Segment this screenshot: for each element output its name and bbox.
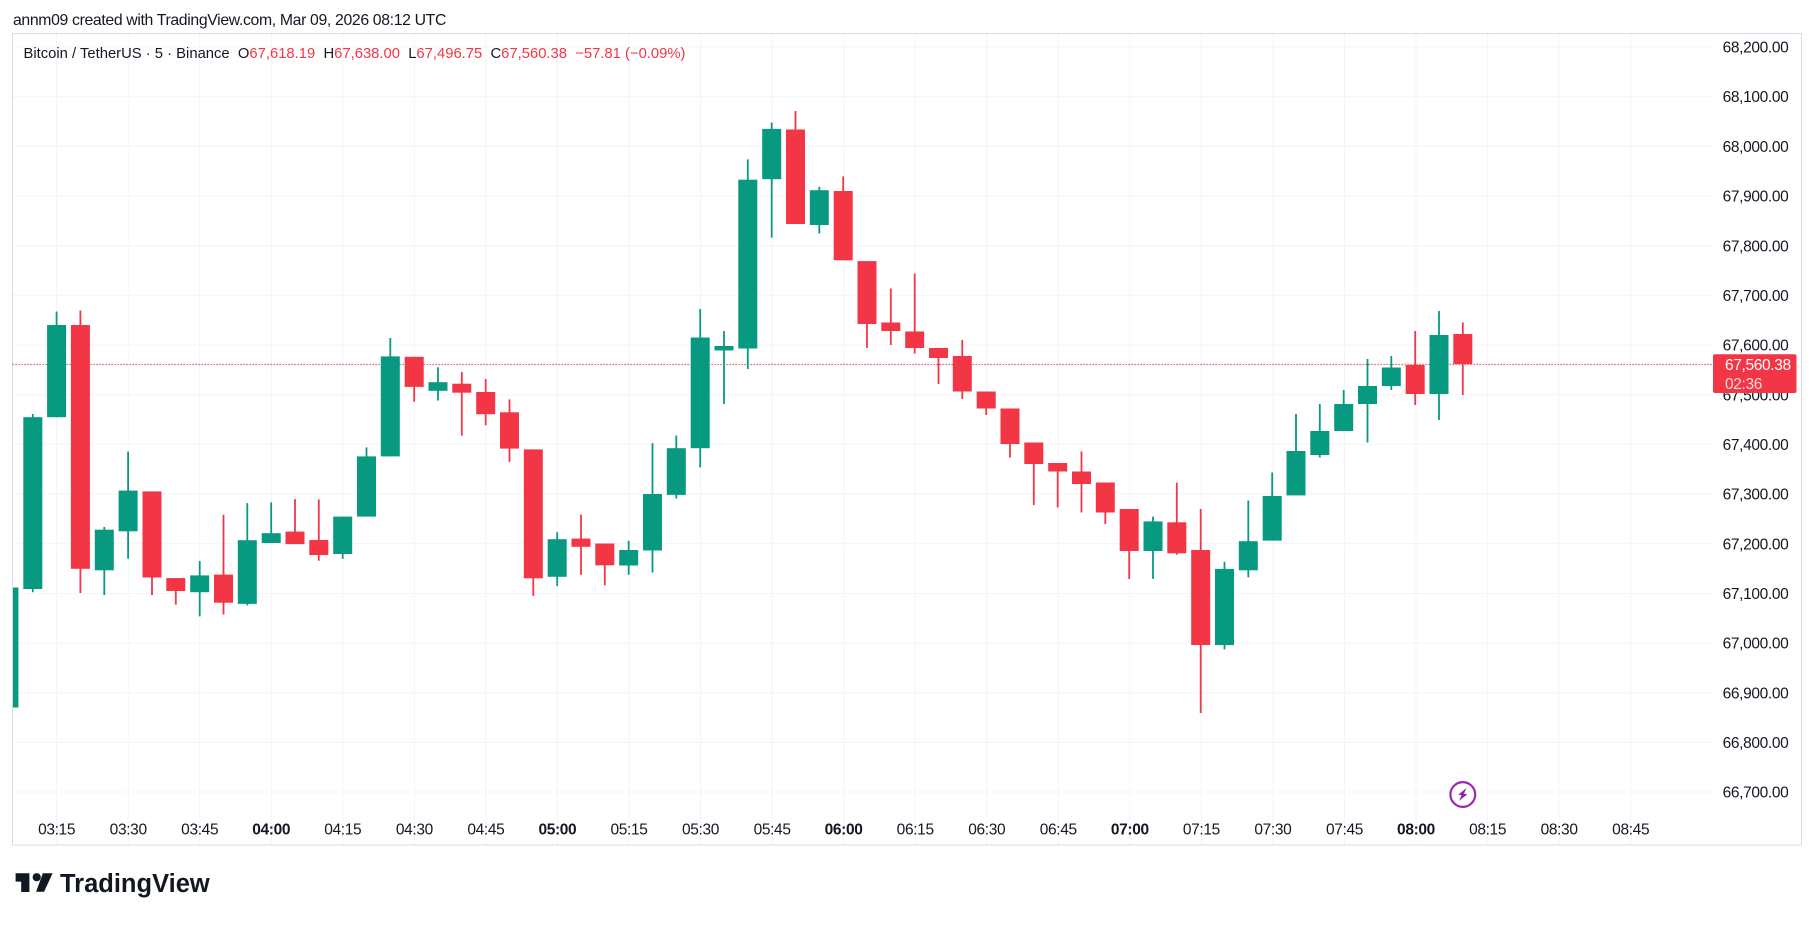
svg-text:04:00: 04:00 [252, 822, 290, 839]
svg-text:67,400.00: 67,400.00 [1723, 437, 1790, 454]
svg-text:67,000.00: 67,000.00 [1723, 636, 1790, 653]
svg-text:04:30: 04:30 [396, 822, 434, 839]
svg-text:08:15: 08:15 [1469, 822, 1506, 839]
svg-text:06:30: 06:30 [968, 822, 1006, 839]
svg-text:TradingView: TradingView [60, 870, 210, 898]
svg-text:08:30: 08:30 [1541, 822, 1579, 839]
svg-text:06:15: 06:15 [897, 822, 934, 839]
svg-text:68,000.00: 68,000.00 [1723, 139, 1790, 156]
svg-text:66,900.00: 66,900.00 [1723, 685, 1790, 702]
svg-text:07:45: 07:45 [1326, 822, 1363, 839]
svg-text:67,100.00: 67,100.00 [1723, 586, 1790, 603]
svg-text:03:15: 03:15 [38, 822, 75, 839]
svg-text:68,100.00: 68,100.00 [1723, 89, 1790, 106]
svg-text:67,600.00: 67,600.00 [1723, 338, 1790, 355]
svg-text:05:00: 05:00 [538, 822, 576, 839]
svg-text:68,200.00: 68,200.00 [1723, 40, 1790, 57]
svg-text:07:30: 07:30 [1254, 822, 1292, 839]
svg-text:66,700.00: 66,700.00 [1723, 785, 1790, 802]
svg-text:67,800.00: 67,800.00 [1723, 238, 1790, 255]
svg-text:06:45: 06:45 [1040, 822, 1077, 839]
svg-text:08:45: 08:45 [1612, 822, 1649, 839]
svg-text:04:15: 04:15 [324, 822, 361, 839]
svg-text:06:00: 06:00 [825, 822, 863, 839]
svg-text:66,800.00: 66,800.00 [1723, 735, 1790, 752]
svg-text:03:30: 03:30 [110, 822, 148, 839]
svg-text:05:45: 05:45 [754, 822, 791, 839]
svg-text:04:45: 04:45 [467, 822, 504, 839]
svg-text:05:15: 05:15 [610, 822, 647, 839]
svg-text:03:45: 03:45 [181, 822, 218, 839]
svg-text:67,560.38: 67,560.38 [1725, 357, 1791, 374]
svg-text:67,300.00: 67,300.00 [1723, 487, 1790, 504]
svg-text:02:36: 02:36 [1725, 376, 1762, 393]
svg-text:05:30: 05:30 [682, 822, 720, 839]
svg-text:07:15: 07:15 [1183, 822, 1220, 839]
svg-text:67,900.00: 67,900.00 [1723, 189, 1790, 206]
svg-text:08:00: 08:00 [1397, 822, 1435, 839]
svg-text:67,200.00: 67,200.00 [1723, 536, 1790, 553]
svg-text:Bitcoin / TetherUS · 5 · Binan: Bitcoin / TetherUS · 5 · Binance O67,618… [24, 46, 686, 62]
svg-text:annm09 created with TradingVie: annm09 created with TradingView.com, Mar… [13, 12, 446, 29]
svg-text:67,700.00: 67,700.00 [1723, 288, 1790, 305]
svg-text:07:00: 07:00 [1111, 822, 1149, 839]
